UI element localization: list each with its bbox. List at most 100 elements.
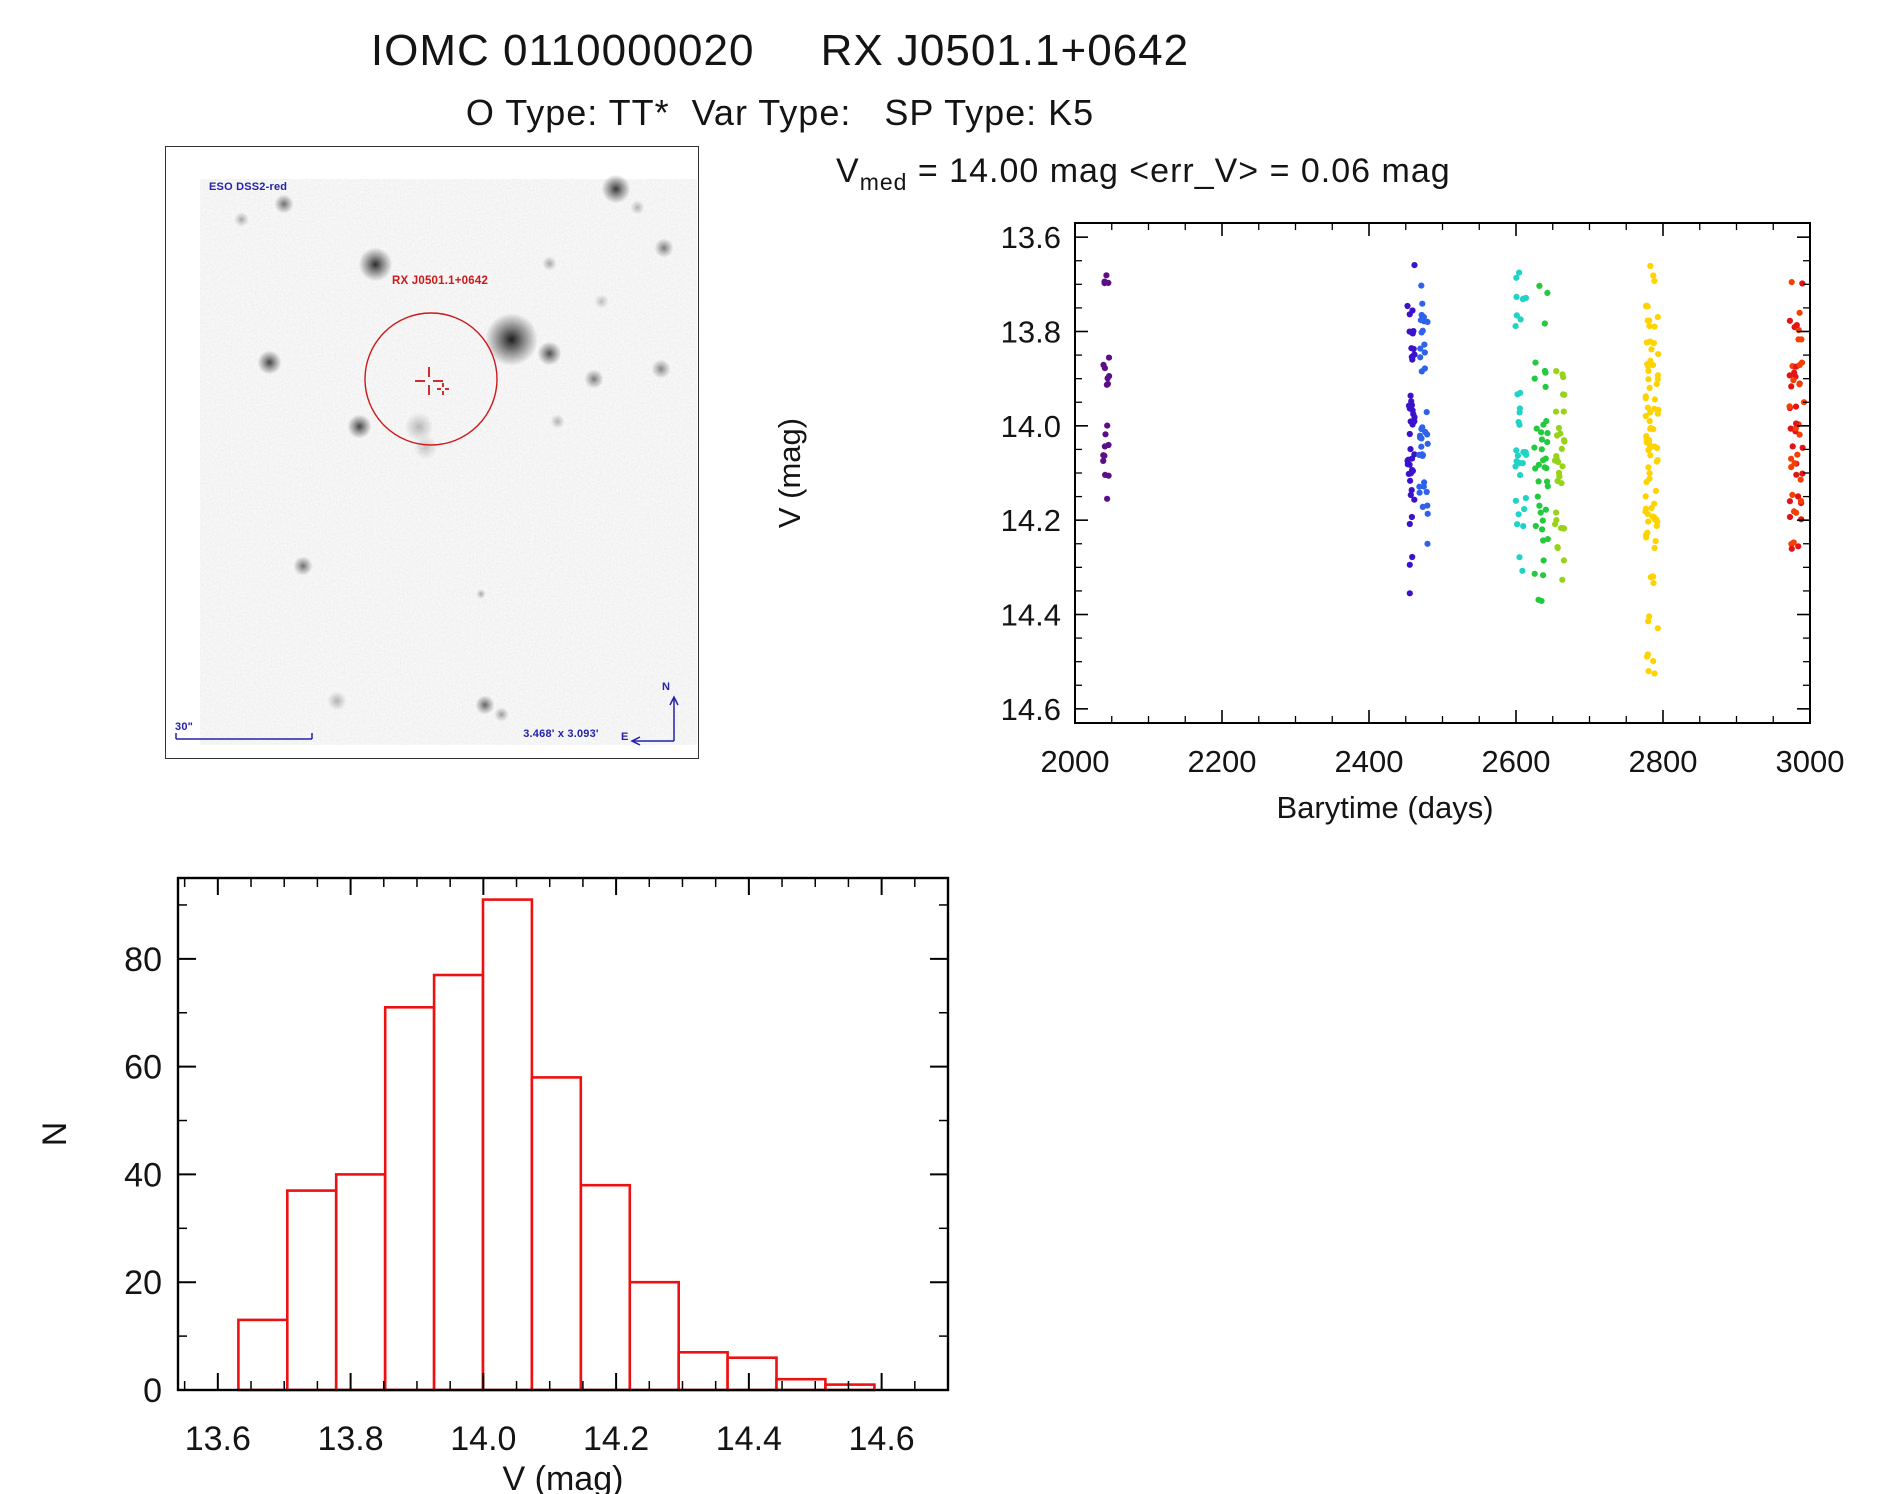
data-point (1533, 425, 1540, 432)
histogram-bar (530, 1076, 583, 1392)
fov-size-label: 3.468' x 3.093' (523, 728, 599, 740)
data-point (1424, 318, 1431, 325)
data-point (1512, 463, 1519, 470)
compass-east-label: E (621, 731, 629, 743)
data-point (1647, 425, 1654, 432)
data-point (1517, 472, 1524, 479)
data-point (1643, 339, 1650, 346)
data-point (1418, 282, 1425, 289)
data-point (1517, 316, 1524, 323)
histogram-plot: 13.6 13.8 14.0 14.2 14.4 14.6 0 20 40 60 80 V (mag)… (36, 876, 950, 1494)
data-point (1645, 618, 1652, 625)
data-point (1651, 323, 1658, 330)
data-point (1407, 446, 1414, 453)
data-point (1788, 279, 1795, 286)
data-point (1540, 557, 1547, 564)
svg-text:2000: 2000 (1041, 744, 1110, 779)
svg-text:13.8: 13.8 (317, 1420, 383, 1458)
data-point (1422, 428, 1429, 436)
data-point (1654, 518, 1661, 525)
data-point (1540, 537, 1547, 544)
data-point (1651, 443, 1658, 450)
data-point (1404, 461, 1411, 468)
data-point (1554, 544, 1561, 552)
data-point (1536, 502, 1543, 509)
data-point (1538, 429, 1545, 436)
svg-text:40: 40 (124, 1156, 162, 1194)
histogram-bar (481, 898, 534, 1392)
data-point (1416, 432, 1424, 439)
data-point (1536, 282, 1543, 289)
svg-text:14.6: 14.6 (849, 1420, 915, 1458)
data-point (1519, 567, 1526, 574)
data-point (1650, 580, 1657, 587)
data-point (1513, 293, 1520, 300)
data-point (1522, 495, 1529, 502)
data-point (1644, 404, 1651, 411)
data-point (1103, 272, 1110, 279)
data-point (1790, 508, 1798, 515)
data-point (1418, 368, 1425, 375)
data-point (1101, 280, 1108, 287)
svg-text:14.0: 14.0 (450, 1420, 516, 1458)
lightcurve-title-v: V (836, 152, 860, 190)
data-point (1539, 517, 1546, 524)
data-point (1652, 538, 1659, 545)
svg-text:2400: 2400 (1335, 744, 1404, 779)
svg-text:V (mag): V (mag) (503, 1460, 624, 1494)
data-point (1558, 480, 1565, 487)
svg-text:13.6: 13.6 (1001, 220, 1061, 255)
data-point (1405, 470, 1412, 477)
data-point (1543, 418, 1550, 425)
histogram-bar (628, 1280, 680, 1392)
data-point (1544, 478, 1551, 485)
data-point (1521, 506, 1528, 513)
data-point (1538, 446, 1545, 453)
data-point (1655, 351, 1662, 358)
data-point (1799, 470, 1806, 477)
data-point (1559, 371, 1566, 378)
page-subtitle: O Type: TT* Var Type: SP Type: K5 (465, 92, 1095, 133)
svg-text:14.4: 14.4 (716, 1420, 782, 1458)
target-crosshair (415, 367, 449, 395)
data-point (1558, 445, 1565, 452)
svg-text:14.2: 14.2 (583, 1420, 649, 1458)
data-point (1797, 476, 1804, 483)
data-point (1643, 439, 1650, 446)
data-point (1797, 497, 1805, 505)
svg-text:0: 0 (143, 1372, 162, 1410)
data-point (1421, 349, 1428, 356)
data-point (1553, 509, 1560, 516)
compass-north-label: N (662, 681, 671, 693)
svg-text:2800: 2800 (1629, 744, 1698, 779)
star-blob (593, 293, 609, 309)
data-point (1417, 345, 1424, 352)
data-point (1650, 658, 1657, 665)
survey-label: ESO DSS2-red (209, 181, 288, 193)
data-point (1655, 406, 1662, 414)
data-point (1795, 543, 1802, 550)
svg-text:14.6: 14.6 (1001, 692, 1061, 727)
data-point (1417, 317, 1424, 324)
data-point (1646, 384, 1653, 391)
data-point (1406, 430, 1413, 438)
data-point (1786, 498, 1793, 505)
data-point (1531, 570, 1538, 577)
svg-text:13.6: 13.6 (185, 1420, 251, 1458)
star-blob (475, 695, 495, 715)
data-point (1532, 522, 1539, 530)
data-point (1644, 317, 1651, 324)
data-point (1645, 376, 1652, 383)
svg-text:2200: 2200 (1188, 744, 1257, 779)
data-point (1648, 504, 1655, 512)
star-field (166, 147, 698, 758)
data-point (1654, 625, 1661, 632)
data-point (1643, 531, 1650, 539)
data-point (1408, 487, 1415, 494)
data-point (1790, 377, 1797, 384)
histogram-bar (334, 1173, 387, 1392)
data-point (1408, 513, 1415, 521)
source-label: RX J0501.1+0642 (392, 275, 489, 287)
star-blob (601, 174, 631, 204)
data-point (1645, 367, 1652, 374)
